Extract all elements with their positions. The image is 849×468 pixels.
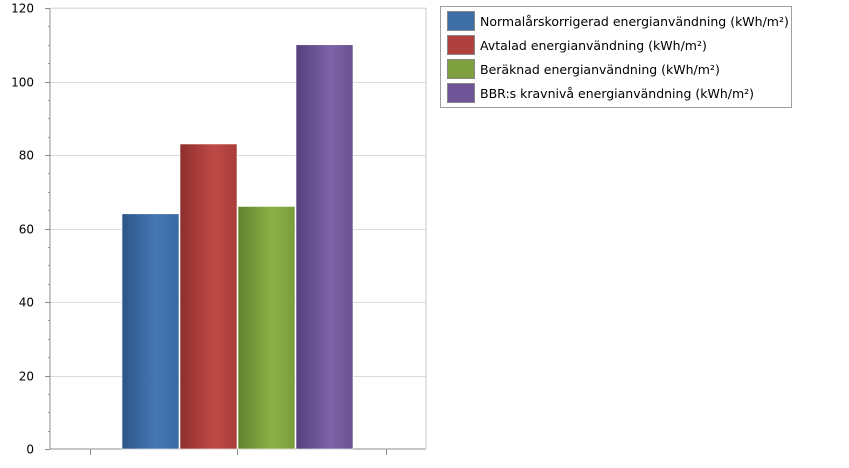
bar — [179, 143, 238, 450]
legend-swatch — [447, 59, 475, 79]
bar — [237, 206, 296, 450]
legend-swatch — [447, 11, 475, 31]
bar — [295, 44, 354, 450]
y-tick-label: 40 — [19, 296, 34, 310]
legend-swatch — [447, 83, 475, 103]
legend-label: Beräknad energianvändning (kWh/m²) — [480, 61, 720, 77]
y-tick-label: 20 — [19, 370, 34, 384]
legend-item: Avtalad energianvändning (kWh/m²) — [443, 33, 789, 57]
legend-item: BBR:s kravnivå energianvändning (kWh/m²) — [443, 81, 789, 105]
y-tick-label: 120 — [11, 2, 34, 16]
plot-area: 0 20 40 60 80 100 120 — [11, 2, 427, 457]
legend-swatch — [447, 35, 475, 55]
legend-label: Normalårskorrigerad energianvändning (kW… — [480, 13, 789, 29]
legend-item: Normalårskorrigerad energianvändning (kW… — [443, 9, 789, 33]
bar — [121, 213, 180, 450]
y-tick-label: 0 — [26, 443, 34, 457]
y-tick-label: 80 — [19, 149, 34, 163]
y-tick-label: 100 — [11, 76, 34, 90]
legend-item: Beräknad energianvändning (kWh/m²) — [443, 57, 789, 81]
legend-label: Avtalad energianvändning (kWh/m²) — [480, 37, 707, 53]
y-tick-label: 60 — [19, 223, 34, 237]
legend: Normalårskorrigerad energianvändning (kW… — [440, 6, 792, 108]
legend-label: BBR:s kravnivå energianvändning (kWh/m²) — [480, 85, 755, 101]
